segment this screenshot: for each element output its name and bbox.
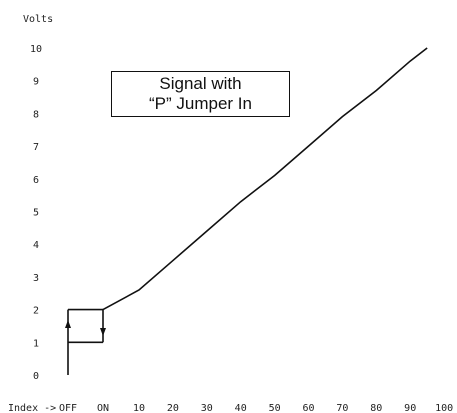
y-tick-label-5: 5 — [33, 208, 39, 219]
annotation-line-1: Signal with — [159, 74, 242, 93]
series-line-group — [102, 47, 428, 311]
y-tick-label-7: 7 — [33, 142, 39, 153]
y-axis-label: Volts — [23, 14, 53, 25]
x-tick-label-100: 100 — [435, 403, 453, 413]
y-tick-label-6: 6 — [33, 175, 39, 186]
switch-loop — [65, 308, 106, 375]
x-tick-label-off: OFF — [59, 403, 77, 413]
x-tick-label-20: 20 — [167, 403, 179, 413]
y-tick-label-0: 0 — [33, 371, 39, 382]
down-arrow-icon — [100, 327, 106, 336]
x-tick-label-90: 90 — [404, 403, 416, 413]
y-tick-label-2: 2 — [33, 306, 39, 317]
series-line-0 — [102, 47, 428, 311]
annotation-line-2: “P” Jumper In — [149, 94, 252, 113]
y-tick-label-9: 9 — [33, 77, 39, 88]
annotation-box: Signal with “P” Jumper In — [111, 71, 290, 117]
y-tick-label-1: 1 — [33, 338, 39, 349]
x-axis-prefix: Index -> — [8, 403, 56, 413]
x-tick-label-70: 70 — [336, 403, 348, 413]
x-tick-label-80: 80 — [370, 403, 382, 413]
x-tick-label-on: ON — [97, 403, 109, 413]
y-tick-label-8: 8 — [33, 109, 39, 120]
up-arrow-icon — [65, 319, 71, 328]
x-tick-label-50: 50 — [269, 403, 281, 413]
x-tick-labels: OFF ON 10 20 30 40 50 60 70 80 90 100 — [59, 403, 453, 413]
y-tick-label-10: 10 — [30, 44, 42, 55]
x-tick-label-10: 10 — [133, 403, 145, 413]
x-tick-label-60: 60 — [302, 403, 314, 413]
y-tick-label-4: 4 — [33, 240, 39, 251]
y-tick-label-3: 3 — [33, 273, 39, 284]
x-tick-label-40: 40 — [235, 403, 247, 413]
x-tick-label-30: 30 — [201, 403, 213, 413]
y-tick-labels: 0 1 2 3 4 5 6 7 8 9 10 — [30, 44, 42, 382]
